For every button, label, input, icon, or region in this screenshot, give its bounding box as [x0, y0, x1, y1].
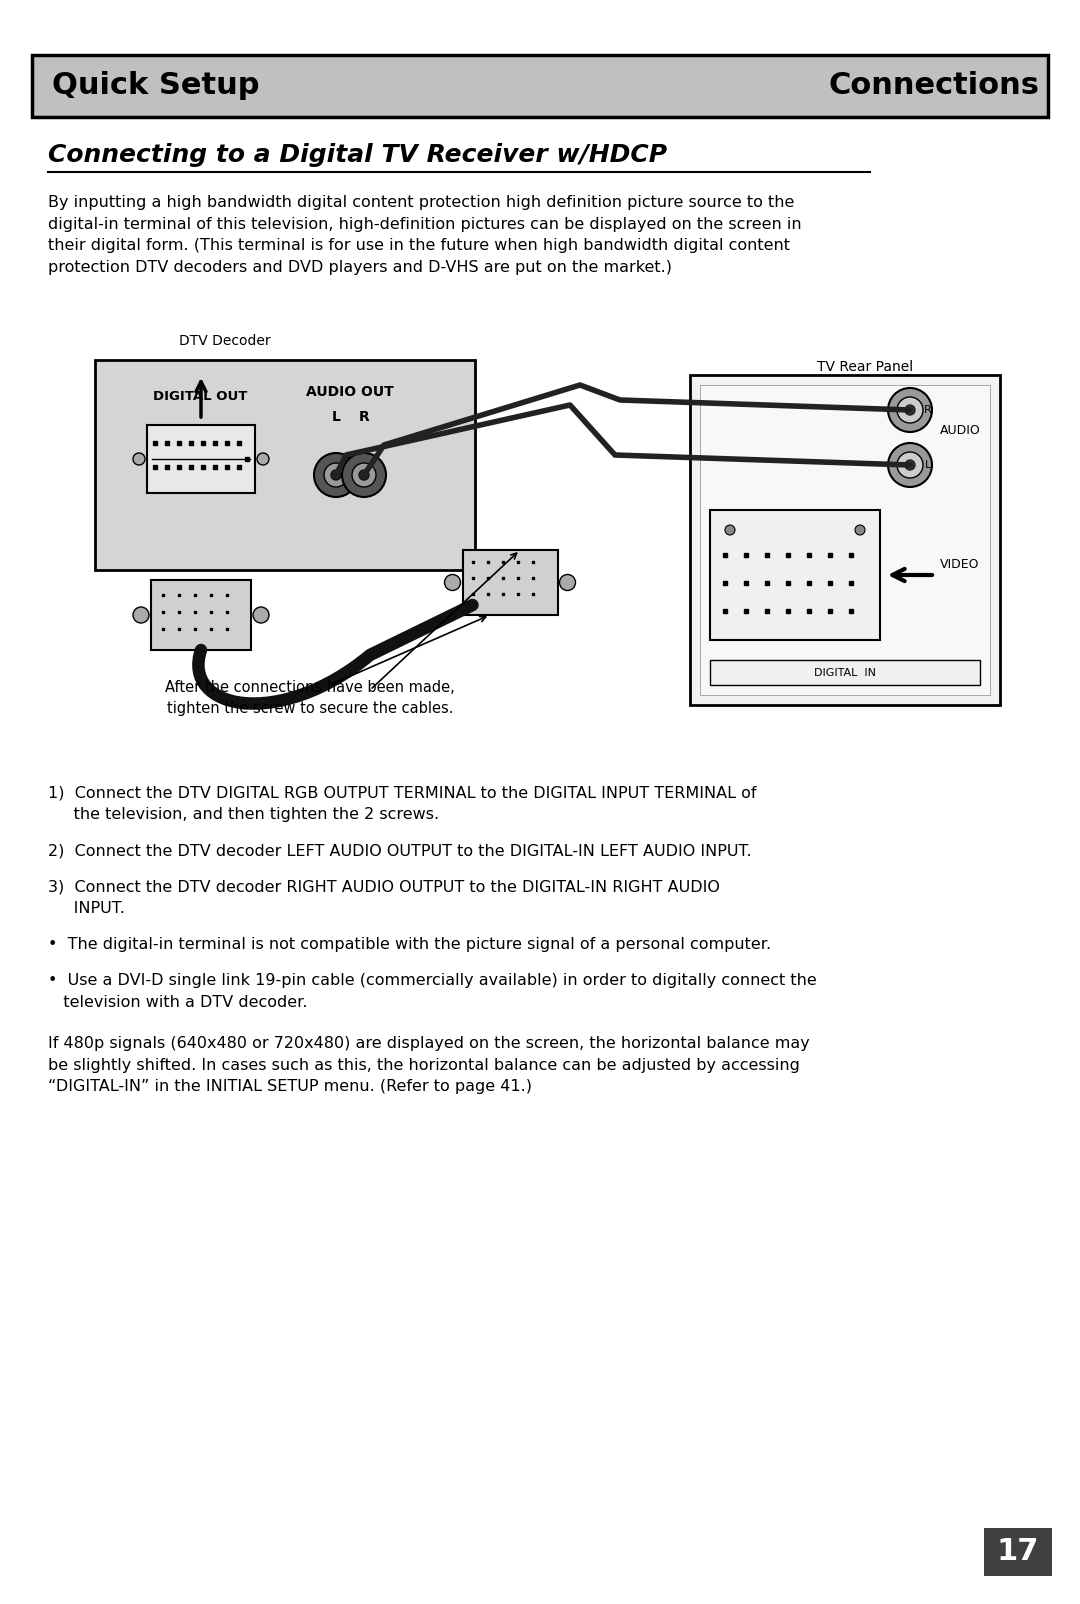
FancyBboxPatch shape — [151, 581, 251, 650]
Text: DTV Decoder: DTV Decoder — [179, 334, 271, 348]
Circle shape — [133, 452, 145, 465]
FancyBboxPatch shape — [984, 1529, 1052, 1577]
Text: Quick Setup: Quick Setup — [52, 72, 259, 101]
Circle shape — [133, 606, 149, 622]
Circle shape — [725, 525, 735, 536]
Text: DIGITAL OUT: DIGITAL OUT — [152, 390, 247, 403]
Text: If 480p signals (640x480 or 720x480) are displayed on the screen, the horizontal: If 480p signals (640x480 or 720x480) are… — [48, 1036, 810, 1094]
Circle shape — [257, 452, 269, 465]
FancyBboxPatch shape — [690, 375, 1000, 706]
Circle shape — [905, 404, 915, 415]
Text: •  Use a DVI-D single link 19-pin cable (commercially available) in order to dig: • Use a DVI-D single link 19-pin cable (… — [48, 974, 816, 1009]
Circle shape — [359, 470, 369, 480]
Circle shape — [324, 464, 348, 488]
FancyBboxPatch shape — [710, 510, 880, 640]
Text: 1)  Connect the DTV DIGITAL RGB OUTPUT TERMINAL to the DIGITAL INPUT TERMINAL of: 1) Connect the DTV DIGITAL RGB OUTPUT TE… — [48, 784, 756, 821]
Text: 3)  Connect the DTV decoder RIGHT AUDIO OUTPUT to the DIGITAL-IN RIGHT AUDIO
   : 3) Connect the DTV decoder RIGHT AUDIO O… — [48, 879, 720, 916]
Circle shape — [330, 470, 341, 480]
Text: Connecting to a Digital TV Receiver w/HDCP: Connecting to a Digital TV Receiver w/HD… — [48, 143, 667, 167]
Text: DIGITAL  IN: DIGITAL IN — [814, 667, 876, 677]
Circle shape — [897, 452, 923, 478]
FancyBboxPatch shape — [710, 659, 980, 685]
Text: VIDEO: VIDEO — [941, 558, 980, 571]
FancyBboxPatch shape — [462, 550, 557, 614]
Circle shape — [559, 574, 576, 590]
Text: By inputting a high bandwidth digital content protection high definition picture: By inputting a high bandwidth digital co… — [48, 196, 801, 274]
FancyBboxPatch shape — [32, 55, 1048, 117]
Circle shape — [253, 606, 269, 622]
Text: TV Rear Panel: TV Rear Panel — [816, 359, 913, 374]
Text: R: R — [924, 404, 932, 415]
Text: AUDIO OUT: AUDIO OUT — [306, 385, 394, 399]
Text: After the connections have been made,
tighten the screw to secure the cables.: After the connections have been made, ti… — [165, 680, 455, 715]
Circle shape — [888, 388, 932, 431]
Circle shape — [897, 398, 923, 423]
Circle shape — [445, 574, 460, 590]
FancyBboxPatch shape — [700, 385, 990, 695]
FancyBboxPatch shape — [95, 359, 475, 569]
FancyBboxPatch shape — [147, 425, 255, 492]
Text: •  The digital-in terminal is not compatible with the picture signal of a person: • The digital-in terminal is not compati… — [48, 937, 771, 953]
Circle shape — [352, 464, 376, 488]
Text: R: R — [359, 411, 369, 423]
Circle shape — [855, 525, 865, 536]
Text: 2)  Connect the DTV decoder LEFT AUDIO OUTPUT to the DIGITAL-IN LEFT AUDIO INPUT: 2) Connect the DTV decoder LEFT AUDIO OU… — [48, 844, 752, 858]
Circle shape — [888, 443, 932, 488]
Text: L: L — [924, 460, 931, 470]
Text: AUDIO: AUDIO — [940, 423, 981, 436]
Circle shape — [905, 460, 915, 470]
Text: Connections: Connections — [829, 72, 1040, 101]
Text: L: L — [332, 411, 340, 423]
Circle shape — [342, 452, 386, 497]
Text: 17: 17 — [997, 1538, 1039, 1567]
Circle shape — [314, 452, 357, 497]
